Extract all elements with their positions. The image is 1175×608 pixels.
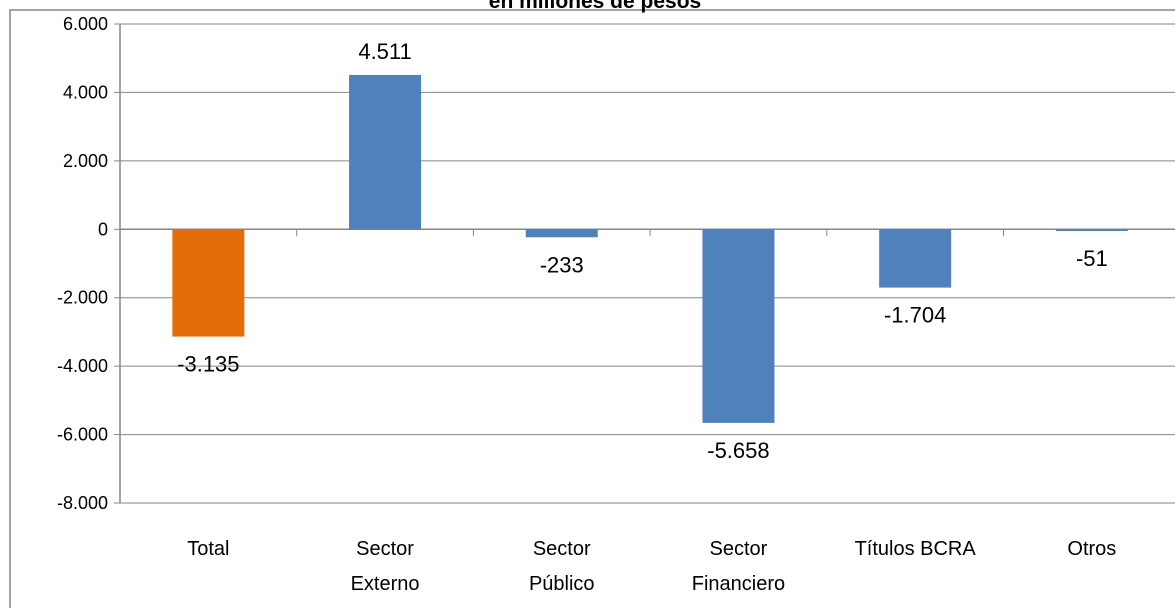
x-tick-label: Otros <box>1067 538 1116 560</box>
y-tick-label: 0 <box>98 219 108 239</box>
y-tick-label: -2.000 <box>57 288 108 308</box>
x-tick-label: Sector Público <box>529 538 595 595</box>
bar <box>525 229 598 238</box>
x-tick-label-line: Sector <box>533 538 591 560</box>
data-label: -3.135 <box>177 352 239 377</box>
x-tick-label: Títulos BCRA <box>855 538 977 560</box>
x-tick-label: Total <box>187 538 229 560</box>
x-tick-label-line: Público <box>529 573 595 595</box>
x-tick-label-line: Otros <box>1067 538 1116 560</box>
x-tick-label: Sector Financiero <box>692 538 785 595</box>
data-label: -5.658 <box>707 438 769 463</box>
data-label: -1.704 <box>884 303 946 328</box>
x-tick-label: Sector Externo <box>351 538 420 595</box>
x-tick-label-line: Títulos BCRA <box>855 538 977 560</box>
data-label: 4.511 <box>358 39 411 64</box>
bar <box>1055 229 1128 232</box>
data-label: -51 <box>1076 246 1108 271</box>
y-tick-label: -4.000 <box>57 356 108 376</box>
x-tick-label-line: Externo <box>351 573 420 595</box>
data-label: -233 <box>540 252 584 277</box>
x-tick-label-line: Financiero <box>692 573 785 595</box>
bar <box>879 229 952 288</box>
y-tick-label: 2.000 <box>63 151 108 171</box>
chart-title: en millones de pesos <box>489 0 701 13</box>
y-tick-label: -8.000 <box>57 493 108 513</box>
y-tick-label: 6.000 <box>63 14 108 34</box>
bar <box>172 229 245 337</box>
x-tick-label-line: Sector <box>710 538 768 560</box>
y-tick-label: -6.000 <box>57 425 108 445</box>
bar <box>702 229 775 423</box>
x-tick-label-line: Sector <box>356 538 414 560</box>
y-tick-label: 4.000 <box>63 82 108 102</box>
x-tick-label-line: Total <box>187 538 229 560</box>
bar <box>349 74 422 230</box>
